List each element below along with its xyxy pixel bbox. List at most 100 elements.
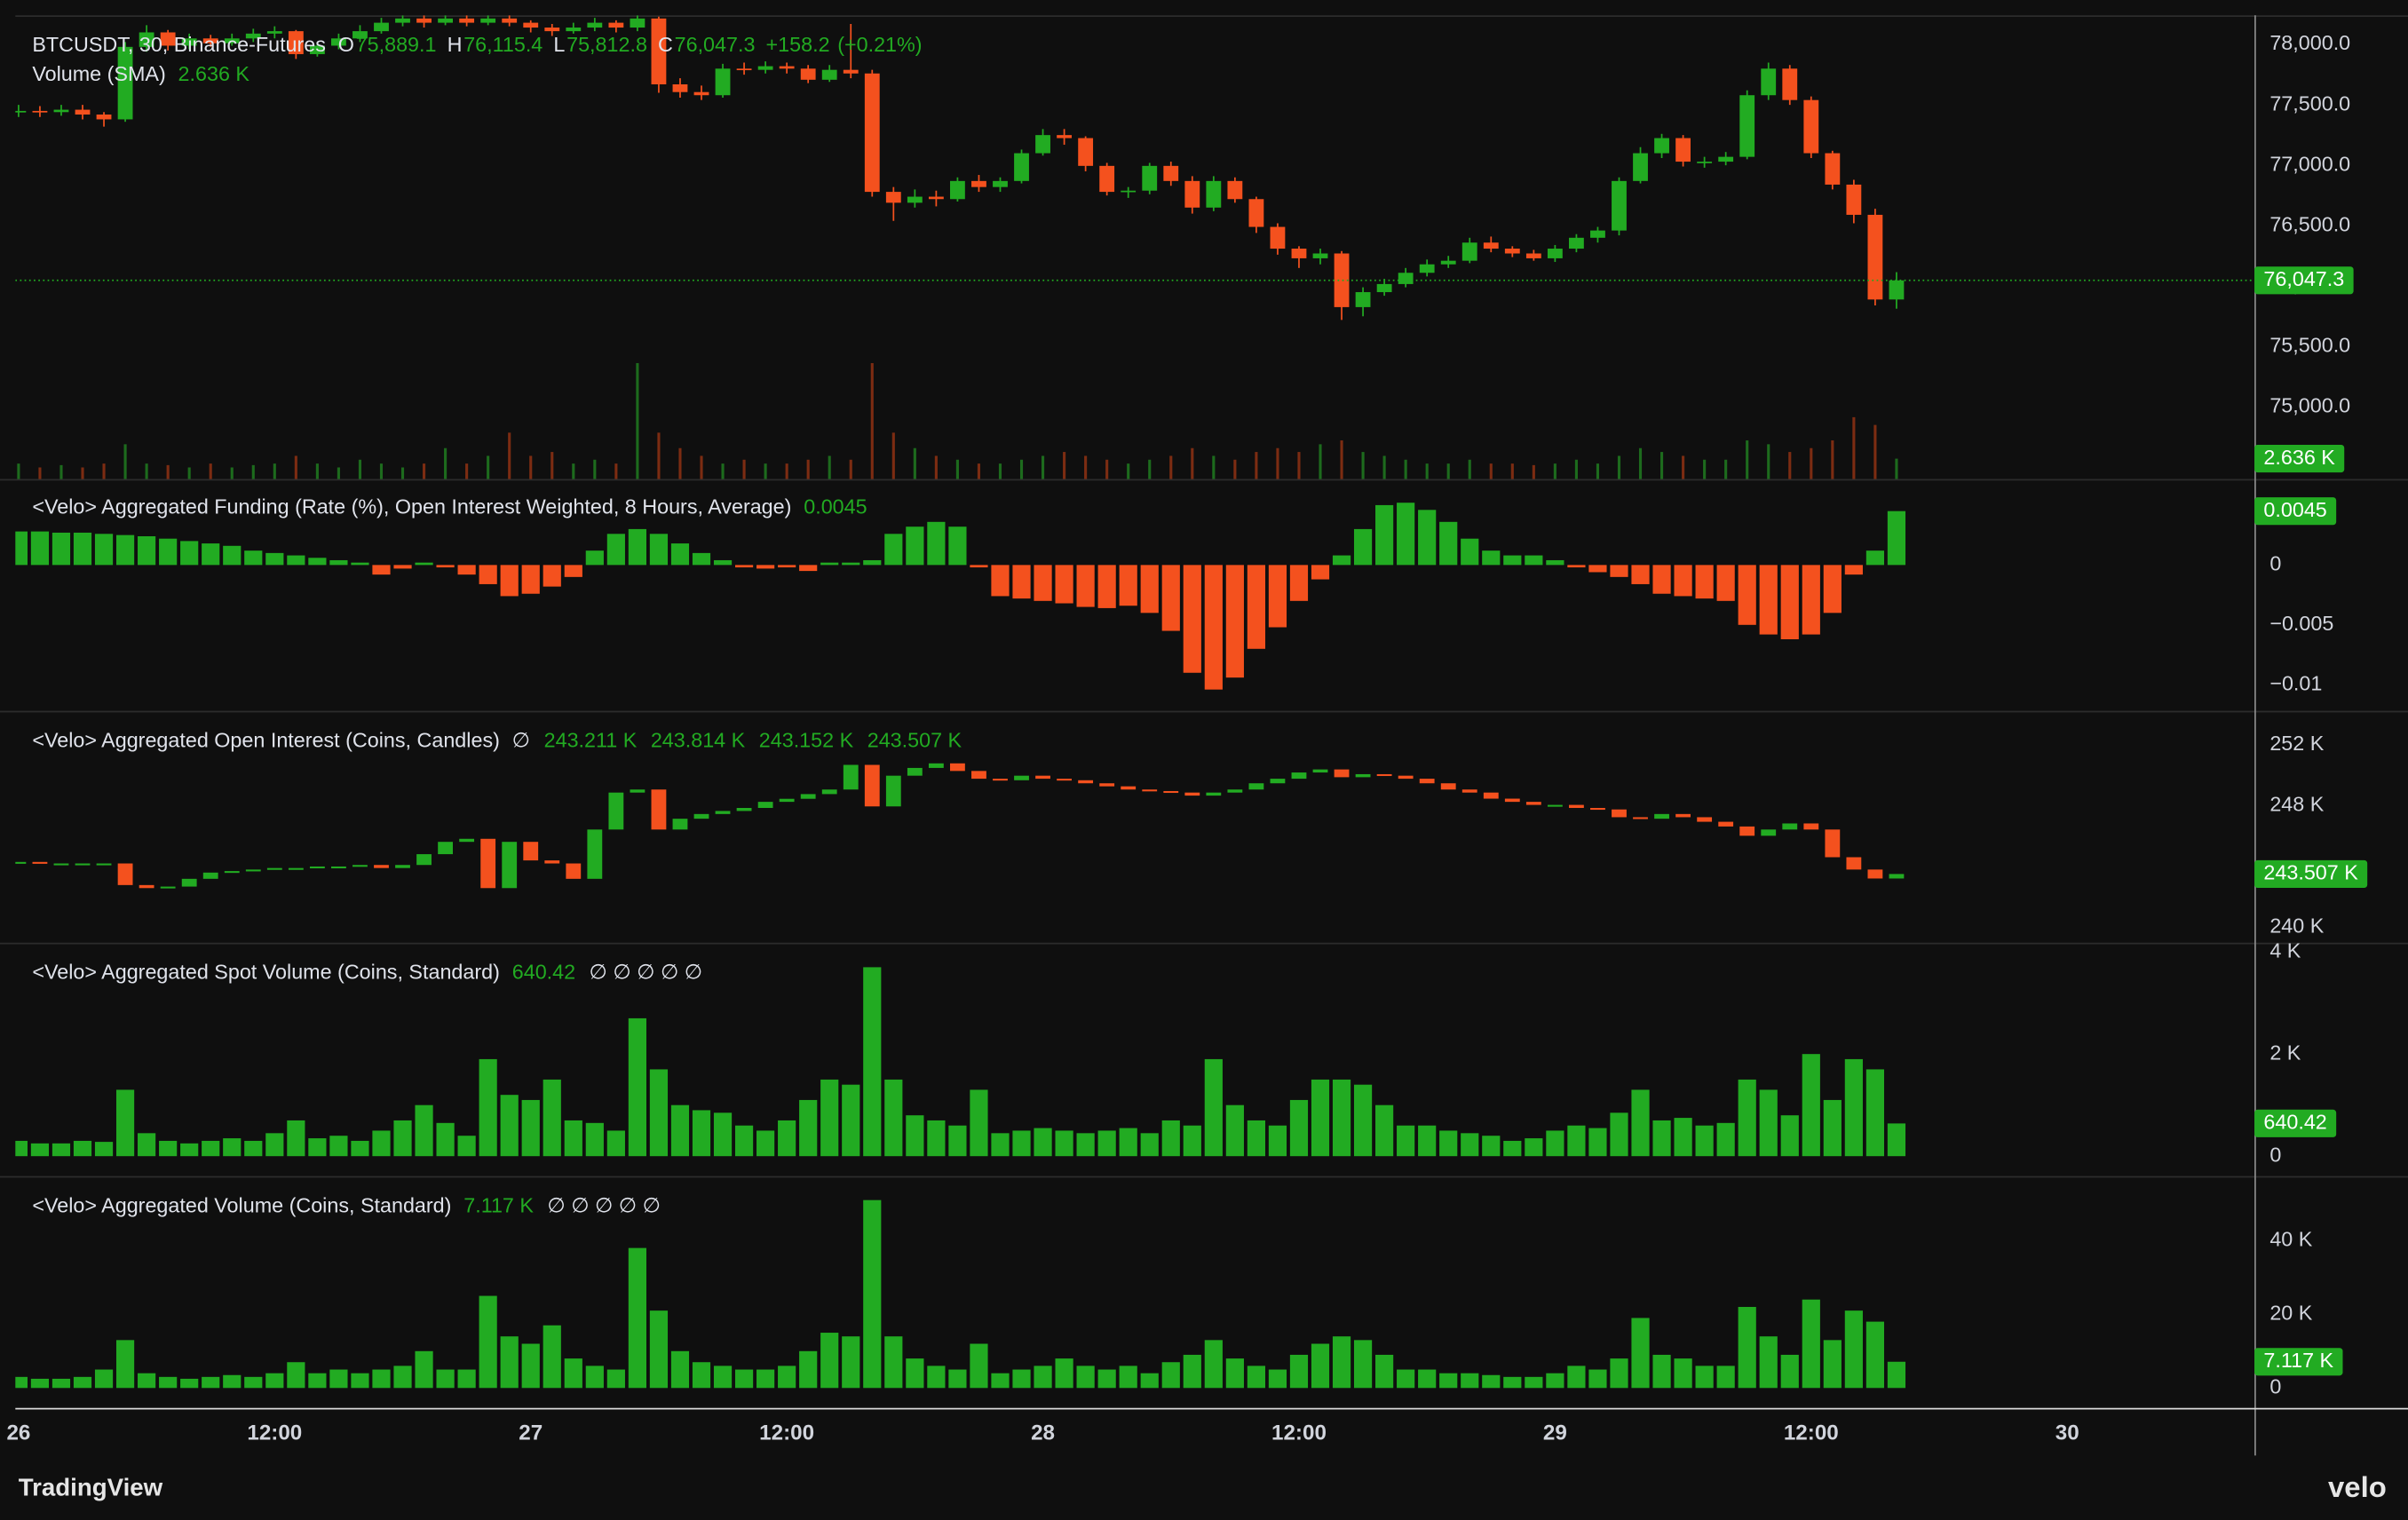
volume-bar: [1652, 1120, 1671, 1157]
volume-bar: [1716, 1122, 1735, 1157]
candle-body: [1440, 260, 1456, 265]
indicator-value: 7.117 K: [463, 1193, 534, 1216]
oi-candle: [266, 867, 282, 870]
volume-bar: [1695, 1125, 1714, 1157]
candle-body: [651, 18, 667, 84]
funding-bar: [223, 545, 242, 566]
volume-bar: [1652, 1354, 1671, 1389]
y-tick-label: 4 K: [2269, 938, 2301, 962]
funding-bar: [1397, 503, 1415, 566]
candle-body: [1846, 184, 1862, 215]
candle-body: [1803, 99, 1819, 154]
funding-bar: [1844, 565, 1863, 575]
volume-bar: [1631, 1089, 1650, 1157]
funding-bar: [927, 521, 946, 566]
volume-bar: [94, 1142, 114, 1157]
volume-bar: [913, 447, 916, 479]
candle-body: [117, 46, 133, 120]
panel-plot: [15, 15, 2254, 479]
funding-bar: [1461, 538, 1479, 566]
volume-bar: [1311, 1343, 1330, 1389]
ohlc-value: 75,812.8: [566, 33, 647, 56]
y-tick-label: 78,000.0: [2269, 31, 2350, 54]
y-tick-label: 248 K: [2269, 793, 2324, 816]
funding-bar: [799, 565, 818, 572]
candle-body: [1525, 253, 1541, 258]
candle-body: [374, 22, 389, 32]
oi-candle: [181, 878, 197, 887]
funding-bar: [649, 534, 669, 566]
funding-bar: [180, 541, 199, 566]
oi-candle: [1078, 780, 1094, 784]
na-markers: ∅ ∅ ∅ ∅ ∅: [548, 1193, 661, 1216]
oi-candle: [1355, 773, 1371, 778]
volume-bar: [38, 467, 42, 479]
oi-candle: [843, 764, 859, 790]
volume-bar: [73, 1376, 92, 1389]
candle-body: [266, 31, 282, 34]
funding-bar: [1119, 565, 1137, 606]
funding-bar: [842, 562, 860, 566]
volume-bar: [1055, 1358, 1073, 1389]
candle-body: [693, 91, 709, 96]
funding-bar: [1503, 555, 1522, 566]
oi-candle: [1440, 783, 1456, 790]
candle-body: [1184, 180, 1200, 208]
funding-bar: [906, 526, 924, 566]
indicator-title: <Velo> Aggregated Open Interest (Coins, …: [32, 728, 500, 751]
funding-bar: [692, 552, 711, 566]
ohlc-label: O: [338, 33, 354, 56]
y-tick-label: 20 K: [2269, 1301, 2312, 1324]
volume-bar: [1596, 463, 1600, 479]
oi-candle: [1825, 829, 1841, 858]
volume-bar: [436, 1369, 455, 1389]
candle-body: [1419, 264, 1435, 273]
volume-bar: [1012, 1369, 1031, 1389]
oi-candle: [309, 866, 325, 869]
oi-candle: [202, 872, 218, 879]
volume-bar: [287, 1120, 305, 1157]
funding-bar: [1887, 511, 1906, 566]
last-value-box: [2254, 1348, 2343, 1376]
volume-bar: [977, 463, 981, 479]
volume-bar: [244, 1376, 263, 1389]
oi-candle: [1035, 775, 1050, 780]
oi-candle: [480, 838, 496, 889]
funding-bar: [1034, 565, 1052, 601]
candle-body: [75, 109, 91, 115]
volume-bar: [187, 467, 191, 479]
volume-bar: [1204, 1340, 1223, 1389]
funding-bar: [991, 565, 1010, 597]
volume-bar: [543, 1325, 561, 1389]
volume-bar: [551, 452, 554, 479]
candle-body: [480, 18, 496, 23]
volume-bar: [1404, 459, 1407, 479]
volume-bar: [1468, 459, 1471, 479]
oi-candle: [1461, 789, 1477, 793]
volume-bar: [564, 1358, 582, 1389]
volume-bar: [948, 1125, 967, 1157]
volume-bar: [849, 459, 852, 479]
volume-bar: [337, 467, 340, 479]
candle-body: [245, 33, 261, 39]
funding-bar: [372, 565, 391, 575]
funding-bar: [628, 528, 646, 566]
volume-bar: [1140, 1133, 1159, 1157]
volume-bar: [1439, 1130, 1458, 1157]
y-tick-label: 75,500.0: [2269, 333, 2350, 356]
funding-bar: [51, 532, 71, 566]
candle-body: [630, 18, 646, 28]
volume-bar: [529, 455, 533, 479]
volume-bar: [315, 463, 319, 479]
y-tick-label: 0: [2269, 552, 2281, 575]
funding-bar: [1161, 565, 1180, 631]
volume-bar: [1703, 459, 1707, 479]
candle-body: [1504, 249, 1520, 254]
volume-bar: [1119, 1366, 1137, 1389]
volume-bar: [1268, 1369, 1287, 1389]
oi-candle: [1675, 813, 1691, 818]
candle-body: [459, 18, 475, 23]
candle-body: [416, 18, 432, 23]
x-tick-label: 12:00: [1784, 1421, 1839, 1445]
volume-bar: [1895, 458, 1898, 479]
